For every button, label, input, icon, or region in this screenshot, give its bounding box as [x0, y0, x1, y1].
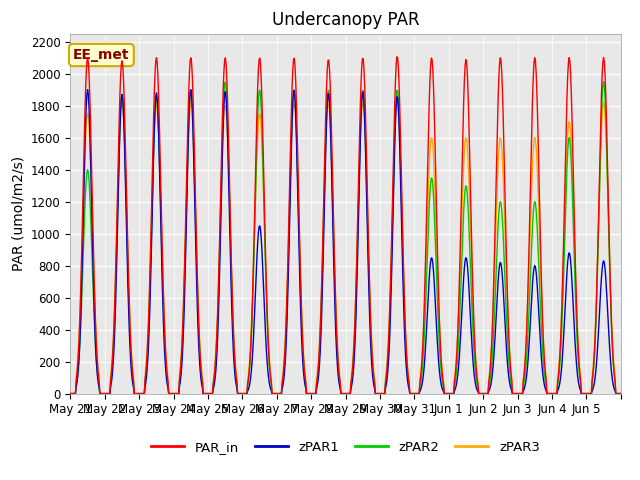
zPAR1 [233, 385, 241, 391]
zPAR3 [260, 187, 268, 192]
PAR_in [67, 391, 74, 396]
zPAR3 [403, 341, 410, 347]
zPAR1 [617, 391, 625, 396]
zPAR2 [67, 391, 74, 396]
zPAR1 [434, 347, 442, 353]
Line: zPAR3: zPAR3 [70, 102, 621, 394]
zPAR2 [600, 79, 607, 84]
zPAR2 [433, 289, 441, 295]
PAR_in [403, 360, 411, 365]
zPAR3 [433, 257, 441, 263]
Legend: PAR_in, zPAR1, zPAR2, zPAR3: PAR_in, zPAR1, zPAR2, zPAR3 [146, 435, 545, 459]
Text: EE_met: EE_met [73, 48, 130, 62]
Line: zPAR1: zPAR1 [70, 90, 621, 394]
zPAR2 [232, 375, 240, 381]
zPAR3 [67, 391, 74, 396]
Line: PAR_in: PAR_in [70, 57, 621, 394]
zPAR2 [617, 391, 625, 396]
zPAR1 [67, 391, 74, 396]
PAR_in [232, 374, 240, 380]
zPAR3 [280, 353, 288, 359]
zPAR2 [260, 180, 268, 186]
zPAR1 [132, 391, 140, 396]
PAR_in [617, 391, 625, 396]
zPAR3 [600, 99, 607, 105]
Line: zPAR2: zPAR2 [70, 82, 621, 394]
zPAR3 [131, 391, 139, 396]
PAR_in [393, 54, 401, 60]
zPAR3 [617, 391, 625, 396]
Title: Undercanopy PAR: Undercanopy PAR [272, 11, 419, 29]
PAR_in [434, 263, 442, 268]
zPAR1 [281, 363, 289, 369]
zPAR2 [403, 351, 410, 357]
zPAR1 [403, 372, 411, 378]
zPAR1 [84, 87, 92, 93]
zPAR3 [232, 369, 240, 375]
PAR_in [131, 391, 139, 396]
PAR_in [260, 158, 268, 164]
PAR_in [280, 360, 288, 365]
Y-axis label: PAR (umol/m2/s): PAR (umol/m2/s) [12, 156, 26, 271]
zPAR2 [280, 362, 288, 368]
zPAR2 [131, 391, 139, 396]
zPAR1 [260, 299, 268, 305]
